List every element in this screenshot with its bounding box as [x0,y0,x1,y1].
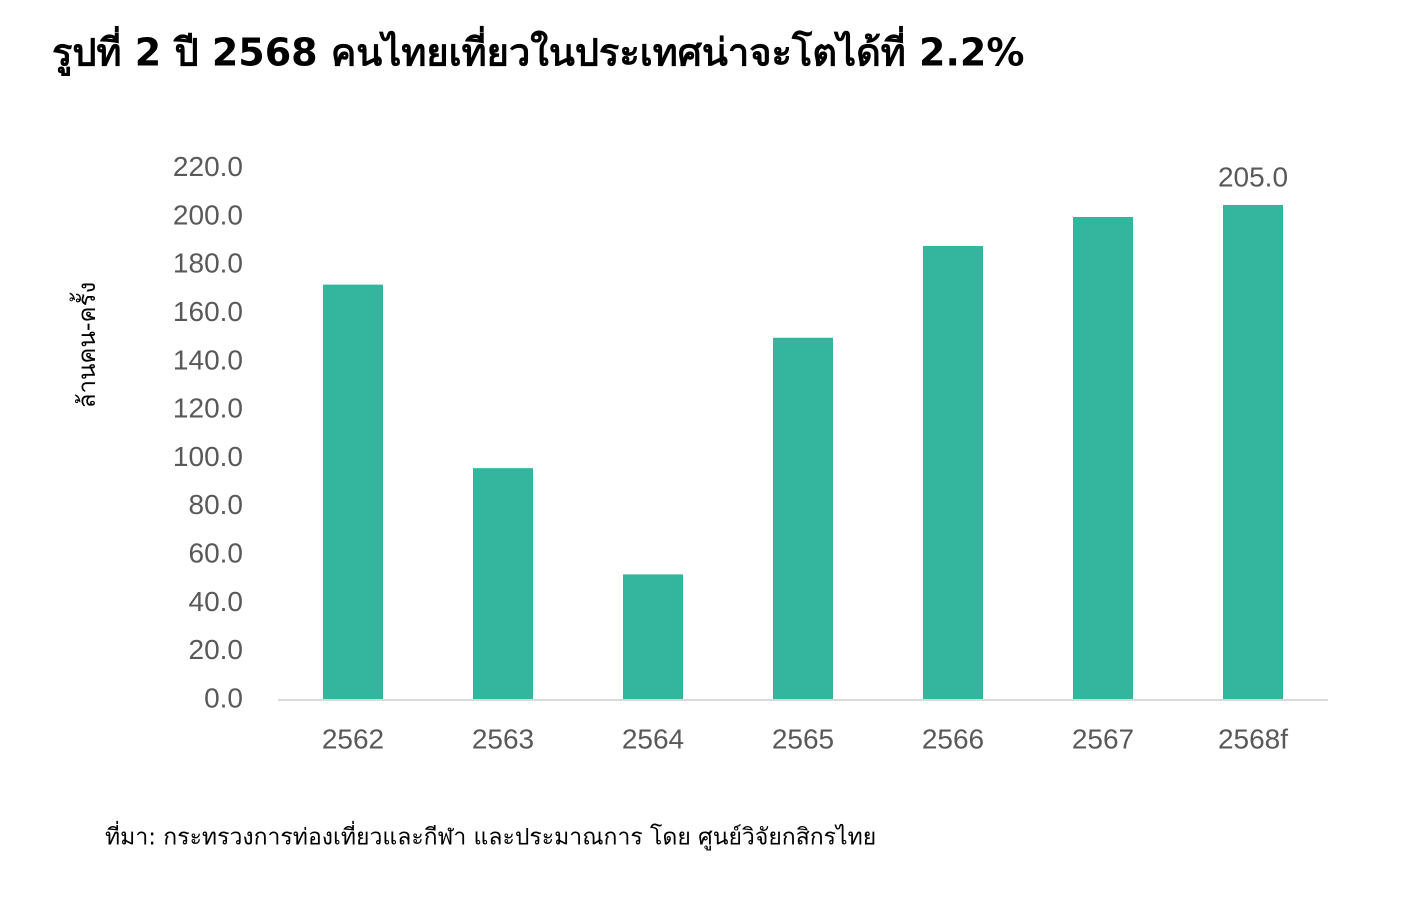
bar [323,284,383,700]
y-tick-label: 20.0 [189,634,244,665]
x-tick-label: 2563 [472,723,534,754]
y-tick-label: 200.0 [173,199,243,230]
y-tick-label: 160.0 [173,296,243,327]
y-tick-label: 120.0 [173,393,243,424]
x-tick-label: 2565 [772,723,834,754]
y-tick-label: 60.0 [189,537,244,568]
bar [623,574,683,700]
source-note: ที่มา: กระทรวงการท่องเที่ยวและกีฬา และปร… [105,821,876,851]
chart-title: รูปที่ 2 ปี 2568 คนไทยเที่ยวในประเทศน่าจ… [52,26,1024,77]
x-tick-label: 2568f [1218,723,1288,754]
y-tick-label: 80.0 [189,489,244,520]
x-tick-label: 2562 [322,723,384,754]
y-tick-label: 0.0 [204,682,243,713]
y-tick-label: 40.0 [189,586,244,617]
bar [473,468,533,700]
bar [1073,217,1133,700]
x-tick-label: 2567 [1072,723,1134,754]
y-tick-label: 220.0 [173,151,243,182]
y-tick-label: 140.0 [173,344,243,375]
y-tick-label: 100.0 [173,441,243,472]
bar [773,337,833,700]
bar [1223,204,1283,701]
y-tick-label: 180.0 [173,248,243,279]
x-tick-label: 2566 [922,723,984,754]
data-label: 205.0 [1218,161,1288,192]
bar [923,245,983,701]
y-axis-label: ล้านคน-ครั้ง [69,282,101,408]
x-tick-label: 2564 [622,723,684,754]
